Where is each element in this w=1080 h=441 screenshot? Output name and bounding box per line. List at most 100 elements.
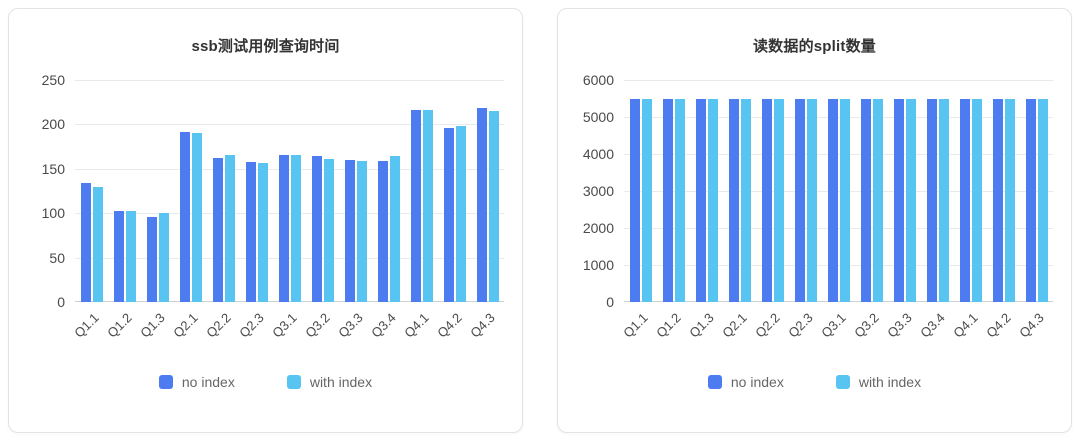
- x-axis-label-q3-2: Q3.2: [302, 310, 334, 341]
- bar-group-q3-2: [855, 80, 888, 302]
- y-axis-label: 5000: [582, 108, 614, 125]
- bar-q1-2-no-index: [113, 211, 124, 302]
- bar-q2-3-no-index: [245, 161, 256, 302]
- chart-legend-query-time: no index with index: [27, 374, 504, 390]
- bar-group-q4-1: [405, 80, 438, 302]
- bar-q2-3-with-index: [806, 99, 817, 302]
- bar-q2-1-with-index: [191, 133, 202, 302]
- x-axis-cell: Q1.1: [71, 302, 108, 356]
- bar-chart-split-count: 6000 5000 4000 3000 2000 1000 0 Q1.1 Q1.2 Q1.3 Q2.…: [576, 72, 1053, 356]
- legend-label-with-index: with index: [858, 374, 922, 390]
- bar-q1-3-no-index: [146, 216, 157, 302]
- x-axis-label-q4-1: Q4.1: [950, 310, 982, 341]
- bar-q4-2-with-index: [1004, 99, 1015, 302]
- bar-group-q1-2: [657, 80, 690, 302]
- bar-group-q2-1: [723, 80, 756, 302]
- gridline: [75, 80, 504, 81]
- gridline: [75, 213, 504, 215]
- bar-group-q4-2: [987, 80, 1020, 302]
- x-axis-cell: Q4.3: [1017, 302, 1053, 356]
- bar-groups: [624, 80, 1053, 302]
- x-axis-cell: Q4.3: [467, 302, 504, 356]
- bar-group-q2-3: [789, 80, 822, 302]
- x-axis-label-q4-2: Q4.2: [983, 310, 1015, 341]
- gridline: [75, 168, 504, 170]
- x-axis-cell: Q3.4: [369, 302, 405, 356]
- chart-title-query-time: ssb测试用例查询时间: [191, 38, 340, 55]
- bar-q1-2-with-index: [125, 210, 136, 302]
- x-axis-label-q1-1: Q1.1: [71, 310, 103, 341]
- bar-q3-1-with-index: [839, 99, 850, 302]
- y-axis-label: 0: [57, 294, 65, 310]
- bar-group-q3-1: [273, 80, 306, 302]
- y-axis-label: 3000: [582, 183, 614, 199]
- bar-q2-1-with-index: [740, 99, 751, 302]
- bar-q3-3-no-index: [893, 99, 904, 302]
- bar-q3-1-no-index: [827, 99, 838, 302]
- bar-q3-1-no-index: [278, 155, 289, 302]
- x-axis-cell: Q2.1: [720, 302, 756, 356]
- x-axis-label-q3-2: Q3.2: [851, 310, 883, 341]
- legend-item-with-index[interactable]: with index: [835, 374, 922, 390]
- x-axis-label-q2-2: Q2.2: [203, 310, 235, 341]
- bar-q1-3-with-index: [158, 213, 169, 302]
- plot: [624, 80, 1053, 302]
- x-axis-cell: Q4.2: [983, 302, 1020, 356]
- y-axis: 250 200 150 100 50 0: [27, 72, 75, 310]
- plot: [75, 80, 504, 302]
- x-axis-cell: Q2.2: [203, 302, 240, 356]
- bar-group-q2-3: [240, 80, 273, 302]
- legend-item-no-index[interactable]: no index: [158, 374, 235, 390]
- bar-q3-4-no-index: [926, 99, 937, 302]
- bar-q4-2-with-index: [455, 126, 466, 302]
- gridline: [624, 116, 1053, 118]
- legend-swatch-no-index: [707, 375, 722, 389]
- chart-plot-area: 6000 5000 4000 3000 2000 1000 0: [576, 72, 1053, 310]
- y-axis-label: 2000: [582, 219, 614, 236]
- bar-q3-4-no-index: [377, 160, 388, 302]
- bar-q1-3-with-index: [707, 99, 718, 302]
- y-axis-label: 100: [41, 205, 65, 222]
- bar-q3-3-with-index: [905, 99, 916, 302]
- y-axis-label: 200: [41, 116, 65, 133]
- legend-swatch-with-index: [286, 375, 301, 389]
- y-axis-label: 150: [41, 160, 65, 177]
- bar-q3-1-with-index: [290, 154, 301, 302]
- bar-q4-1-with-index: [422, 110, 433, 302]
- x-axis-cell: Q1.3: [687, 302, 723, 356]
- bar-q1-1-with-index: [641, 99, 652, 302]
- bar-q2-1-no-index: [728, 99, 739, 302]
- bar-group-q1-1: [624, 80, 657, 302]
- x-axis-cell: Q3.2: [851, 302, 888, 356]
- legend-swatch-with-index: [835, 375, 850, 389]
- gridline: [75, 124, 504, 126]
- gridline: [624, 227, 1053, 229]
- bar-group-q3-1: [822, 80, 855, 302]
- y-axis-label: 4000: [582, 145, 614, 162]
- bar-q4-2-no-index: [992, 99, 1003, 302]
- legend-item-with-index[interactable]: with index: [286, 374, 372, 390]
- gridline: [75, 257, 504, 259]
- x-axis-label-q2-3: Q2.3: [785, 310, 817, 341]
- bar-q3-2-no-index: [860, 99, 871, 302]
- bar-q2-2-no-index: [212, 158, 223, 302]
- chart-legend-split-count: no index with index: [576, 374, 1053, 390]
- y-axis: 6000 5000 4000 3000 2000 1000 0: [576, 72, 624, 310]
- bar-q2-2-no-index: [761, 99, 772, 302]
- x-axis-cell: Q1.2: [105, 302, 141, 356]
- x-axis-line: [624, 301, 1053, 302]
- x-axis-label-q1-3: Q1.3: [137, 310, 169, 341]
- legend-item-no-index[interactable]: no index: [707, 374, 784, 390]
- x-axis-label-q4-3: Q4.3: [467, 310, 499, 341]
- x-axis-label-q3-4: Q3.4: [917, 310, 949, 341]
- x-axis-label-q1-1: Q1.1: [620, 310, 652, 341]
- x-axis-label-q4-2: Q4.2: [434, 310, 466, 341]
- x-axis-label-q3-3: Q3.3: [335, 310, 367, 341]
- x-axis-cell: Q3.3: [885, 302, 921, 356]
- bar-group-q1-3: [690, 80, 723, 302]
- bar-group-q1-3: [141, 80, 174, 302]
- chart-card-query-time: ssb测试用例查询时间 250 200 150 100 50 0 Q1.1 Q1.2 Q1.3 Q…: [8, 8, 523, 433]
- y-axis-label: 1000: [582, 257, 614, 273]
- x-axis-cell: Q3.1: [819, 302, 855, 356]
- y-axis-label: 6000: [582, 72, 614, 88]
